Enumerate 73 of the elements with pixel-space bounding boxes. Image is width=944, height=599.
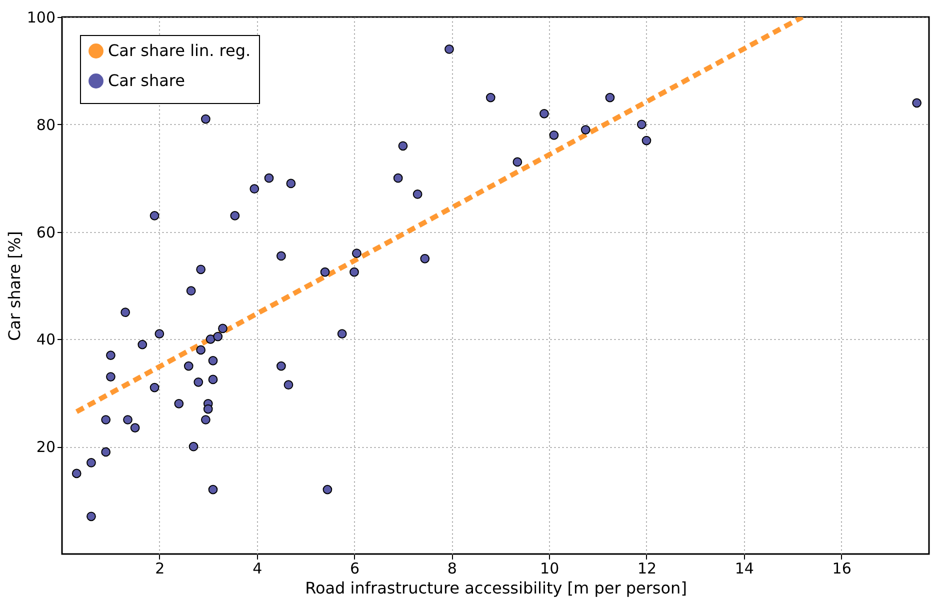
point — [150, 211, 160, 220]
point — [106, 350, 116, 360]
point — [605, 92, 615, 102]
point — [218, 324, 228, 334]
point — [512, 157, 522, 167]
point — [393, 173, 403, 183]
point — [188, 442, 198, 452]
point — [196, 264, 206, 274]
point — [206, 334, 216, 344]
y-tick-label: 60 — [36, 223, 56, 242]
point — [208, 374, 218, 384]
point — [86, 512, 96, 522]
point — [184, 361, 194, 371]
x-tick-label: 2 — [155, 560, 165, 578]
x-axis-title: Road infrastructure accessibility [m per person] — [305, 578, 687, 598]
x-tick-label: 8 — [447, 560, 457, 578]
point — [276, 251, 286, 261]
x-tick-label: 14 — [734, 560, 754, 578]
x-tick-label: 4 — [252, 560, 262, 578]
x-tick-label: 6 — [350, 560, 360, 578]
point — [276, 361, 286, 371]
point — [337, 329, 347, 339]
point — [320, 267, 330, 277]
point — [72, 468, 82, 478]
point — [549, 130, 559, 140]
y-axis-title: Car share [%] — [4, 231, 24, 341]
point — [138, 340, 148, 350]
point — [196, 345, 206, 355]
point — [412, 190, 422, 199]
point — [203, 404, 213, 414]
point — [420, 254, 430, 264]
point — [322, 484, 332, 494]
point — [86, 458, 96, 468]
point — [286, 178, 296, 188]
point — [208, 356, 218, 366]
point — [352, 248, 362, 258]
point — [636, 120, 646, 130]
point — [150, 382, 160, 392]
y-tick-label: 100 — [26, 8, 56, 26]
point — [284, 380, 294, 390]
y-tick-label: 80 — [36, 116, 56, 134]
point — [106, 372, 116, 382]
point — [130, 423, 140, 432]
point — [250, 184, 260, 194]
legend-label: Car share lin. reg. — [108, 41, 251, 60]
point — [208, 484, 218, 494]
point — [101, 415, 111, 424]
x-tick-label: 16 — [832, 560, 852, 578]
point — [444, 44, 454, 54]
point — [201, 415, 210, 424]
point — [398, 141, 408, 151]
point — [540, 108, 549, 118]
point — [230, 211, 240, 220]
point — [123, 415, 132, 424]
point — [174, 398, 184, 408]
point — [580, 125, 590, 134]
point — [101, 447, 111, 457]
x-tick-label: 10 — [540, 560, 560, 578]
point — [120, 308, 130, 318]
legend-label: Car share — [108, 71, 185, 90]
y-tick-label: 20 — [36, 438, 56, 456]
point — [642, 136, 652, 146]
point — [350, 267, 359, 277]
point — [201, 114, 210, 124]
point — [213, 332, 223, 342]
point — [186, 286, 196, 296]
point — [486, 92, 496, 102]
point — [154, 329, 164, 339]
point — [264, 173, 274, 183]
point — [194, 377, 204, 387]
y-tick-label: 40 — [36, 330, 56, 349]
x-tick-label: 12 — [637, 560, 657, 578]
point — [912, 98, 922, 108]
